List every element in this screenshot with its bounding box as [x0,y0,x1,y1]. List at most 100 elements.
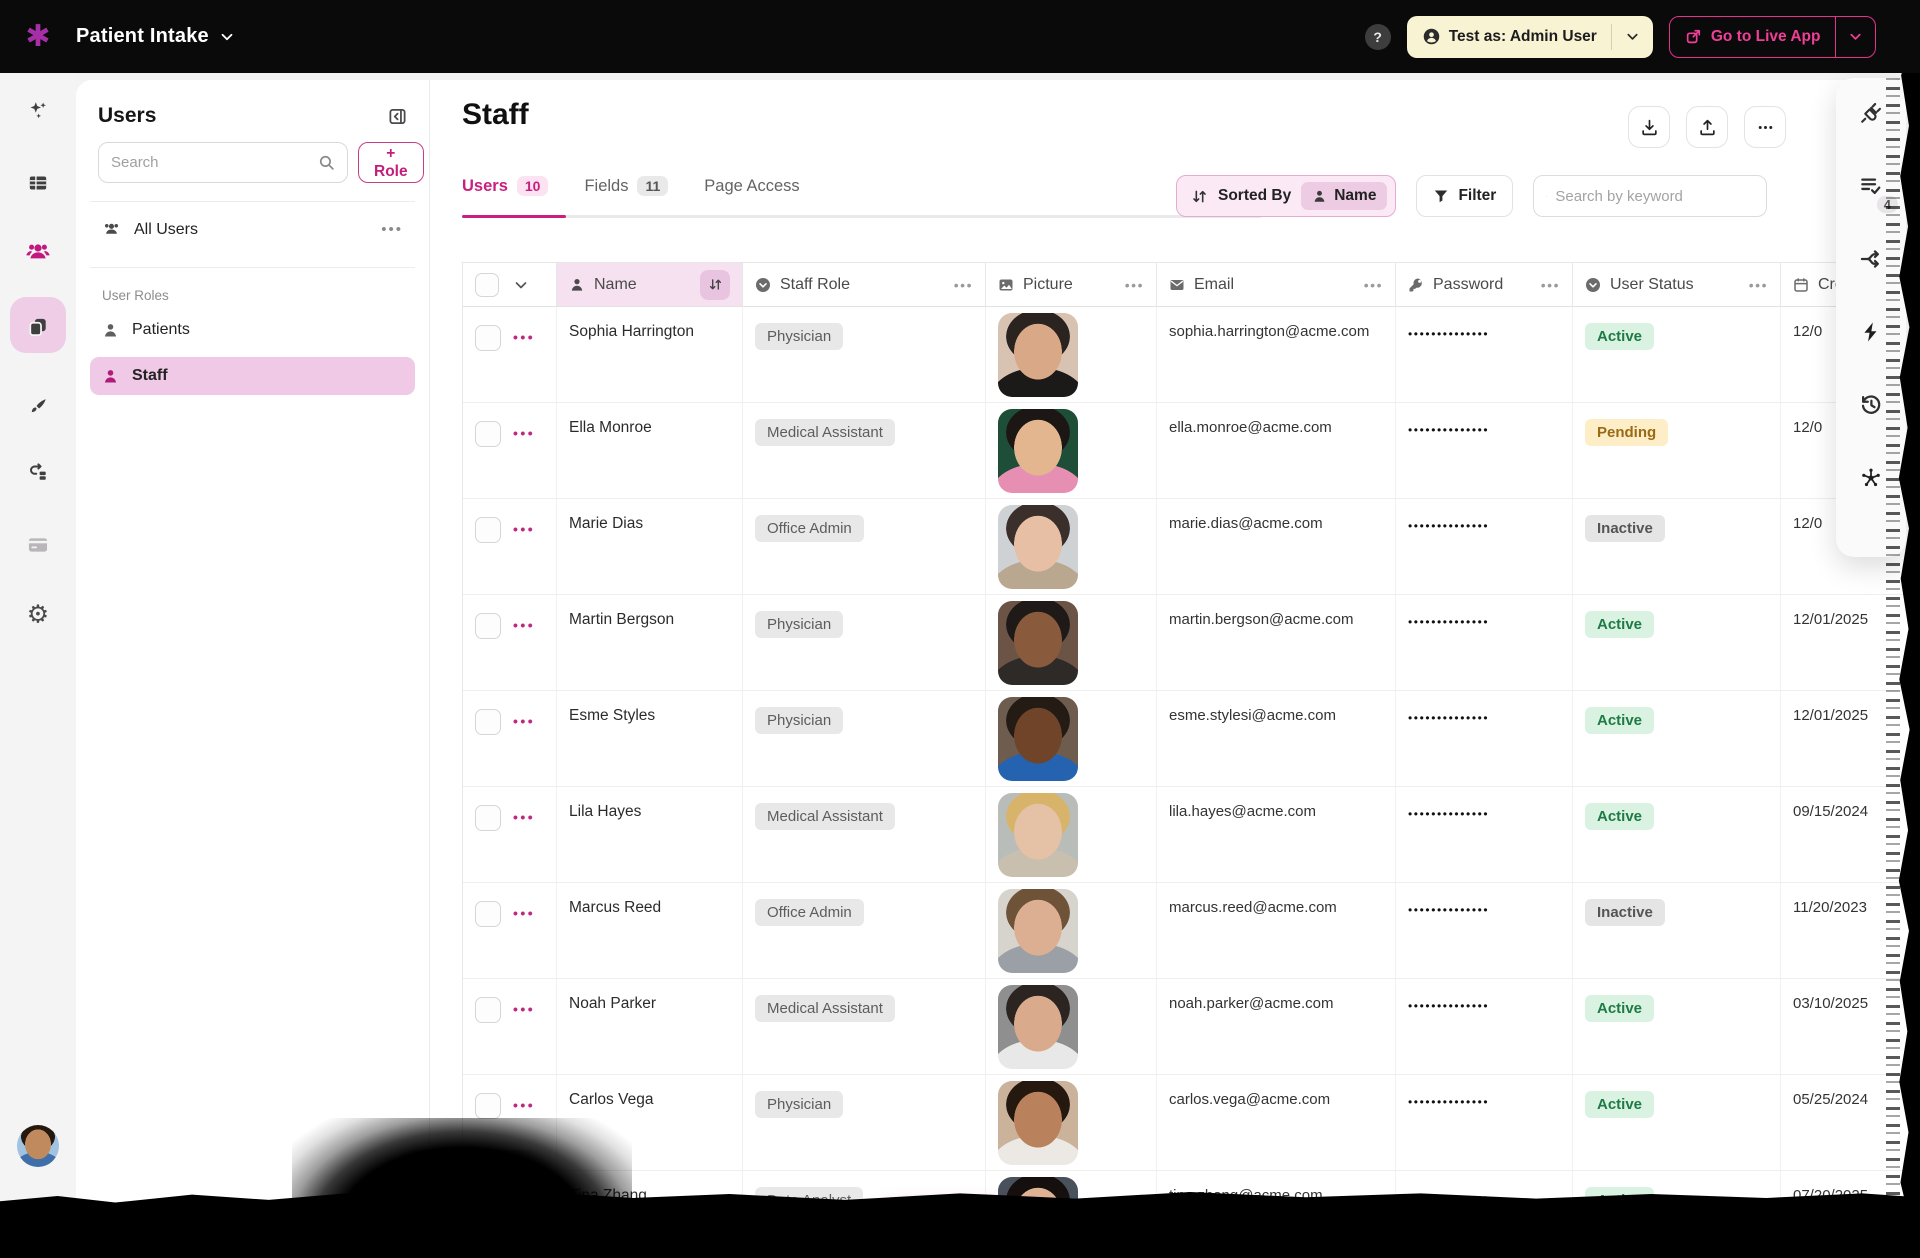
filter-button[interactable]: Filter [1416,175,1514,217]
table-row[interactable]: ••• Marcus Reed Office Admin marcus.reed… [463,883,1920,979]
collapse-panel-icon[interactable] [388,107,407,126]
search-input[interactable] [111,154,310,171]
chevron-down-icon[interactable] [513,277,529,293]
row-menu[interactable]: ••• [513,905,536,921]
row-checkbox[interactable] [475,325,501,351]
row-menu[interactable]: ••• [513,617,536,633]
sidebar-item-staff[interactable]: Staff [90,357,415,395]
table-row[interactable]: ••• Lila Hayes Medical Assistant lila.ha… [463,787,1920,883]
tab-fields[interactable]: Fields 11 [584,176,669,210]
all-users-menu[interactable]: ••• [381,221,403,238]
checklist-button[interactable]: 4 [1858,173,1898,213]
add-role-button[interactable]: + Role [358,142,424,183]
sort-indicator[interactable] [700,269,730,300]
header-name[interactable]: Name [557,263,743,306]
header-email[interactable]: Email ••• [1157,263,1396,306]
header-user-status[interactable]: User Status ••• [1573,263,1781,306]
main-area: Staff Users 10 Fields 11 Page Access [430,80,1920,1258]
history-button[interactable] [1858,392,1884,418]
select-all-checkbox[interactable] [475,272,499,297]
row-checkbox[interactable] [475,421,501,447]
cell-picture [986,787,1157,882]
data-map-button[interactable] [1858,465,1884,491]
row-menu[interactable]: ••• [513,425,536,441]
cell-email: lila.hayes@acme.com [1157,787,1396,882]
table-row[interactable]: ••• Ella Monroe Medical Assistant ella.m… [463,403,1920,499]
header-staff-role[interactable]: Staff Role ••• [743,263,986,306]
cell-email: carlos.vega@acme.com [1157,1075,1396,1170]
test-as-caret[interactable] [1612,29,1653,44]
sorted-by-value[interactable]: Name [1301,182,1388,210]
sidebar-item-workflows[interactable] [28,463,49,484]
checklist-icon [1861,178,1881,195]
help-button[interactable]: ? [1364,23,1391,50]
staff-photo [998,793,1078,877]
cell-created-date: 05/25/2024 [1793,1091,1869,1108]
column-menu[interactable]: ••• [1540,276,1560,293]
sidebar-item-pages[interactable] [28,317,49,338]
table-row[interactable]: ••• Marie Dias Office Admin marie.dias@a… [463,499,1920,595]
keyword-search-input[interactable] [1555,187,1755,205]
sidebar-item-ai-sparkles[interactable] [28,100,48,120]
sidebar-item-settings[interactable]: ⚙ [27,602,49,628]
tab-page-access[interactable]: Page Access [704,177,799,210]
row-menu[interactable]: ••• [513,521,536,537]
search-icon [319,155,334,170]
person-icon [104,323,117,336]
workflows-trigger-button[interactable] [1858,319,1884,345]
plugins-button[interactable] [1858,100,1884,126]
test-as-button[interactable]: Test as: Admin User [1406,15,1653,58]
cell-name: Ella Monroe [557,403,743,498]
tab-users[interactable]: Users 10 [462,176,549,210]
header-picture[interactable]: Picture ••• [986,263,1157,306]
sorted-by-button[interactable]: Sorted By Name [1176,175,1397,217]
row-controls: ••• [463,787,557,882]
tab-bar: Users 10 Fields 11 Page Access [462,176,800,210]
sidebar-item-users[interactable] [26,240,50,264]
table-row[interactable]: ••• Carlos Vega Physician carlos.vega@ac… [463,1075,1920,1171]
all-users-label: All Users [134,220,199,238]
branch-button[interactable] [1858,246,1884,272]
column-menu[interactable]: ••• [1363,276,1383,293]
row-menu[interactable]: ••• [513,329,536,345]
sidebar-item-patients[interactable]: Patients [90,311,415,349]
torn-edge-artifact [1886,70,1900,1220]
sidebar-item-payments[interactable] [27,534,49,556]
row-checkbox[interactable] [475,997,501,1023]
cell-picture [986,403,1157,498]
more-options-button[interactable] [1744,106,1786,148]
table-row[interactable]: ••• Sophia Harrington Physician sophia.h… [463,307,1920,403]
row-checkbox[interactable] [475,805,501,831]
live-app-caret[interactable] [1836,29,1875,44]
top-bar: ✱ Patient Intake ? Test as: Admin User G… [0,0,1920,73]
row-menu[interactable]: ••• [513,713,536,729]
row-checkbox[interactable] [475,901,501,927]
table-row[interactable]: ••• Esme Styles Physician esme.stylesi@a… [463,691,1920,787]
row-checkbox[interactable] [475,517,501,543]
cell-email: ella.monroe@acme.com [1157,403,1396,498]
row-checkbox[interactable] [475,613,501,639]
sidebar-item-design[interactable] [28,397,49,418]
row-menu[interactable]: ••• [513,809,536,825]
column-menu[interactable]: ••• [1124,276,1144,293]
sidebar-item-data-tables[interactable] [28,173,49,194]
table-row[interactable]: ••• Noah Parker Medical Assistant noah.p… [463,979,1920,1075]
download-button[interactable] [1628,106,1670,148]
sidebar-item-all-users[interactable]: All Users ••• [90,210,415,249]
cell-created-date: 12/01/2025 [1793,707,1869,724]
cell-created-date: 11/20/2023 [1793,899,1867,916]
row-checkbox[interactable] [475,709,501,735]
cell-password: •••••••••••••• [1396,1075,1573,1170]
option-badge-icon [756,277,770,292]
row-checkbox[interactable] [475,1093,501,1119]
table-row[interactable]: ••• Martin Bergson Physician martin.berg… [463,595,1920,691]
row-menu[interactable]: ••• [513,1097,536,1113]
go-to-live-app-button[interactable]: Go to Live App [1668,15,1876,58]
user-avatar[interactable] [17,1125,59,1167]
column-menu[interactable]: ••• [953,276,973,293]
header-password[interactable]: Password ••• [1396,263,1573,306]
column-menu[interactable]: ••• [1748,276,1768,293]
row-menu[interactable]: ••• [513,1001,536,1017]
upload-button[interactable] [1686,106,1728,148]
app-switcher[interactable]: Patient Intake [76,25,235,48]
